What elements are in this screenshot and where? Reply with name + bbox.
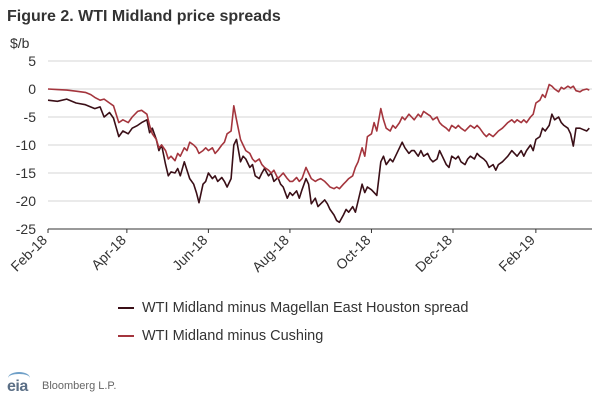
y-tick-label: -10 — [16, 137, 36, 153]
source-note: Bloomberg L.P. — [42, 380, 117, 392]
y-axis-unit-label: $/b — [10, 35, 30, 51]
x-tick-label: Jun-18 — [169, 232, 211, 274]
x-tick-label: Oct-18 — [333, 232, 374, 273]
eia-logo-arc-icon — [8, 372, 30, 384]
legend-label-east-houston: WTI Midland minus Magellan East Houston … — [142, 300, 469, 316]
y-tick-label: -20 — [16, 193, 36, 209]
y-tick-label: -15 — [16, 165, 36, 181]
series-line-cushing — [47, 83, 590, 190]
y-tick-label: -25 — [16, 221, 36, 237]
x-tick-label: Feb-19 — [495, 232, 538, 275]
eia-logo-text: eia — [7, 378, 28, 395]
legend-swatch-cushing — [118, 335, 134, 337]
x-tick-label: Feb-18 — [7, 232, 50, 275]
y-tick-label: 0 — [28, 81, 36, 97]
legend-swatch-east-houston — [118, 307, 134, 309]
legend-item-east-houston: WTI Midland minus Magellan East Houston … — [118, 300, 468, 316]
x-tick-label: Apr-18 — [88, 232, 129, 273]
legend-label-cushing: WTI Midland minus Cushing — [142, 328, 324, 344]
eia-logo: eia — [6, 372, 36, 396]
legend-item-cushing: WTI Midland minus Cushing — [118, 328, 323, 344]
y-tick-label: 5 — [28, 53, 36, 69]
chart-title: Figure 2. WTI Midland price spreads — [7, 8, 281, 25]
footer: eia Bloomberg L.P. — [6, 372, 117, 396]
series-line-east-houston — [47, 98, 590, 224]
x-tick-label: Aug-18 — [249, 232, 292, 275]
y-tick-label: -5 — [24, 109, 37, 125]
x-tick-label: Dec-18 — [412, 232, 455, 275]
